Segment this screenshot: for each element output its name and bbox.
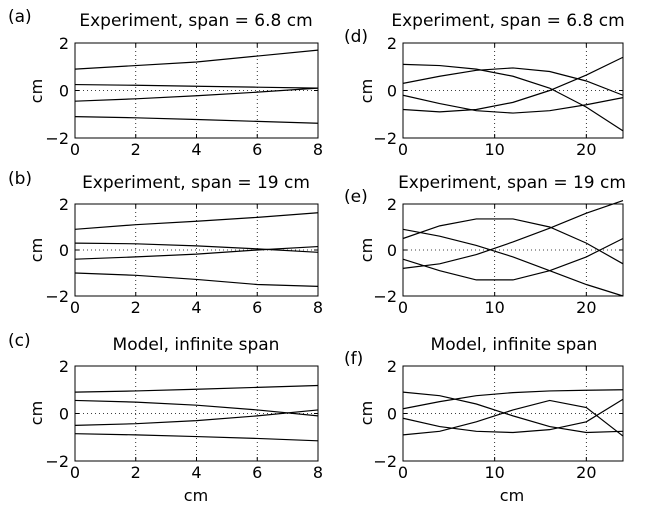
- panel-e-title: Experiment, span = 19 cm: [398, 173, 626, 193]
- panel-e-ylabel: cm: [357, 238, 376, 262]
- panel-d-curve-4: [402, 56, 624, 113]
- panel-d-ytick-label-1: 0: [387, 82, 397, 101]
- panel-e-xtick-label-2: 20: [576, 298, 596, 317]
- panel-d-ylabel: cm: [357, 79, 376, 103]
- panel-f-label: (f): [344, 349, 363, 369]
- panel-f-curve-3: [402, 398, 624, 434]
- panel-e-curve-4: [402, 199, 624, 269]
- panel-e: (e) Experiment, span = 19 cm cm 0 10 2020−…: [344, 173, 626, 317]
- panel-f-ytick-label-1: 0: [387, 405, 397, 424]
- panel-c-curve-1: [74, 384, 319, 393]
- panel-f-curve-4: [402, 399, 624, 437]
- panel-c-title: Model, infinite span: [113, 335, 280, 355]
- panel-e-xtick-label-1: 10: [484, 298, 504, 317]
- panel-b-ytick-label-2: −2: [45, 287, 69, 306]
- panel-c-xtick-label-2: 4: [191, 463, 201, 482]
- panel-c-curve-3: [74, 409, 319, 426]
- panel-f-ytick-label-0: 2: [387, 357, 397, 376]
- panel-e-curve-3: [402, 237, 624, 281]
- panel-c: (c) Model, infinite span cm cm 0 2 4 6 820−2: [8, 331, 323, 505]
- panel-b-ytick-label-0: 2: [59, 195, 69, 214]
- panel-d-xtick-label-1: 10: [484, 140, 504, 159]
- panel-c-xtick-label-1: 2: [131, 463, 141, 482]
- panel-b-ylabel: cm: [27, 238, 46, 262]
- panel-b: (b) Experiment, span = 19 cm cm 0 2 4 6 820−…: [8, 169, 323, 317]
- panel-b-xtick-label-4: 8: [313, 298, 323, 317]
- panel-c-xtick-label-4: 8: [313, 463, 323, 482]
- panel-e-label: (e): [344, 187, 368, 207]
- panel-f-title: Model, infinite span: [431, 335, 598, 355]
- panel-f-curve-1: [402, 391, 624, 434]
- panel-c-xlabel: cm: [184, 486, 208, 505]
- panel-b-xtick-label-1: 2: [131, 298, 141, 317]
- panel-c-curve-2: [74, 399, 319, 417]
- panel-a-curve-3: [74, 87, 319, 102]
- panel-c-curve-4: [74, 433, 319, 442]
- panel-b-title: Experiment, span = 19 cm: [82, 173, 310, 193]
- panel-c-xtick-label-0: 0: [70, 463, 80, 482]
- panel-a-xtick-label-4: 8: [313, 140, 323, 159]
- panel-a-ytick-label-0: 2: [59, 34, 69, 53]
- panel-a: (a) Experiment, span = 6.8 cm cm 0 2 4 6 8 2 0…: [8, 7, 323, 159]
- panel-f-ytick-label-2: −2: [373, 452, 397, 471]
- panel-e-curve-1: [402, 218, 624, 265]
- panel-c-ytick-label-1: 0: [59, 405, 69, 424]
- panel-d-title: Experiment, span = 6.8 cm: [391, 11, 624, 31]
- panel-d: (d) Experiment, span = 6.8 cm cm 0 10 2020…: [344, 11, 625, 159]
- panel-b-curve-3: [74, 245, 319, 260]
- panel-d-xtick-label-2: 20: [576, 140, 596, 159]
- panel-b-xtick-label-0: 0: [70, 298, 80, 317]
- panel-b-xtick-label-3: 6: [252, 298, 262, 317]
- panel-a-ytick-label-2: −2: [45, 129, 69, 148]
- panel-a-curve-2: [74, 83, 319, 89]
- panel-f-xtick-label-1: 10: [484, 463, 504, 482]
- panel-b-curve-4: [74, 272, 319, 287]
- panel-b-xtick-label-2: 4: [191, 298, 201, 317]
- panel-e-ytick-label-1: 0: [387, 241, 397, 260]
- panel-c-ytick-label-2: −2: [45, 452, 69, 471]
- panel-b-curve-1: [74, 212, 319, 230]
- panel-c-ylabel: cm: [27, 401, 46, 425]
- panel-d-ytick-label-2: −2: [373, 129, 397, 148]
- panel-a-curve-1: [74, 49, 319, 70]
- panel-c-label: (c): [8, 331, 31, 351]
- panel-b-label: (b): [8, 169, 32, 189]
- panel-d-ytick-label-0: 2: [387, 34, 397, 53]
- panel-a-ytick-label-1: 0: [59, 82, 69, 101]
- panel-f-xlabel: cm: [500, 486, 524, 505]
- panel-a-label: (a): [8, 7, 32, 27]
- panel-e-curve-2: [402, 228, 624, 297]
- panel-b-curve-2: [74, 242, 319, 253]
- panel-d-curve-1: [402, 63, 624, 132]
- panel-a-xtick-label-3: 6: [252, 140, 262, 159]
- panel-f-curve-2: [402, 389, 624, 410]
- panel-a-xtick-label-0: 0: [70, 140, 80, 159]
- panel-a-title: Experiment, span = 6.8 cm: [79, 11, 312, 31]
- panel-d-curve-2: [402, 67, 624, 96]
- panel-d-curve-3: [402, 94, 624, 114]
- panel-a-xtick-label-2: 4: [191, 140, 201, 159]
- panel-e-ytick-label-0: 2: [387, 195, 397, 214]
- panel-b-ytick-label-1: 0: [59, 241, 69, 260]
- panel-c-xtick-label-3: 6: [252, 463, 262, 482]
- panel-a-ylabel: cm: [27, 79, 46, 103]
- panel-c-ytick-label-0: 2: [59, 357, 69, 376]
- panel-a-curve-4: [74, 116, 319, 124]
- panel-d-xtick-label-0: 0: [398, 140, 408, 159]
- panel-a-xtick-label-1: 2: [131, 140, 141, 159]
- panel-e-ytick-label-2: −2: [373, 287, 397, 306]
- panel-e-xtick-label-0: 0: [398, 298, 408, 317]
- panel-f-ylabel: cm: [357, 401, 376, 425]
- panel-f-xtick-label-0: 0: [398, 463, 408, 482]
- panel-d-label: (d): [344, 27, 368, 47]
- panel-f-xtick-label-2: 20: [576, 463, 596, 482]
